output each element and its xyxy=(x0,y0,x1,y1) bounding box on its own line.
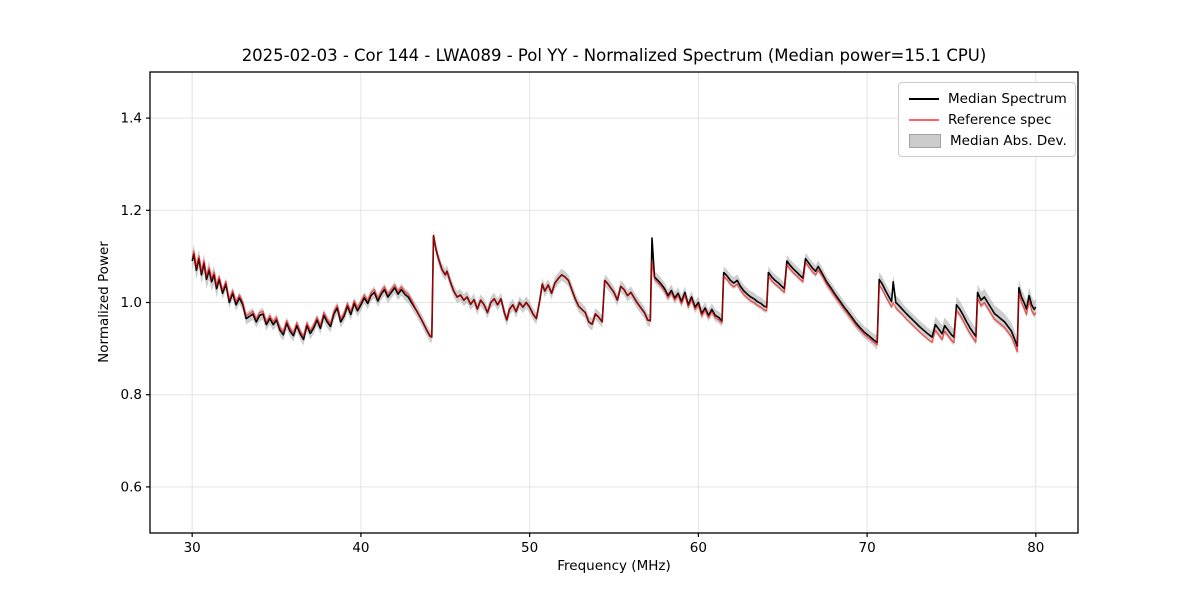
svg-text:80: 80 xyxy=(1027,540,1044,556)
svg-text:40: 40 xyxy=(352,540,369,556)
legend-label-reference: Reference spec xyxy=(948,111,1052,128)
mad-patch-swatch xyxy=(909,133,941,148)
x-axis-label: Frequency (MHz) xyxy=(557,558,671,574)
svg-text:0.6: 0.6 xyxy=(121,479,142,495)
legend: Median Spectrum Reference spec Median Ab… xyxy=(898,82,1076,157)
svg-text:1.2: 1.2 xyxy=(121,203,142,219)
chart-title: 2025-02-03 - Cor 144 - LWA089 - Pol YY -… xyxy=(241,46,987,65)
svg-text:1.0: 1.0 xyxy=(121,295,142,311)
legend-item-reference-spec: Reference spec xyxy=(909,111,1065,128)
legend-label-mad: Median Abs. Dev. xyxy=(950,132,1067,149)
y-axis-label: Normalized Power xyxy=(96,241,112,363)
legend-label-median: Median Spectrum xyxy=(948,90,1067,107)
legend-item-median-abs-dev: Median Abs. Dev. xyxy=(909,132,1067,149)
svg-text:70: 70 xyxy=(858,540,875,556)
svg-text:60: 60 xyxy=(690,540,707,556)
svg-text:0.8: 0.8 xyxy=(121,387,142,403)
svg-text:1.4: 1.4 xyxy=(121,111,142,127)
legend-item-median-spectrum: Median Spectrum xyxy=(909,90,1067,107)
reference-line-swatch xyxy=(909,118,939,121)
svg-text:50: 50 xyxy=(521,540,538,556)
median-line-swatch xyxy=(909,97,939,100)
svg-text:30: 30 xyxy=(184,540,201,556)
